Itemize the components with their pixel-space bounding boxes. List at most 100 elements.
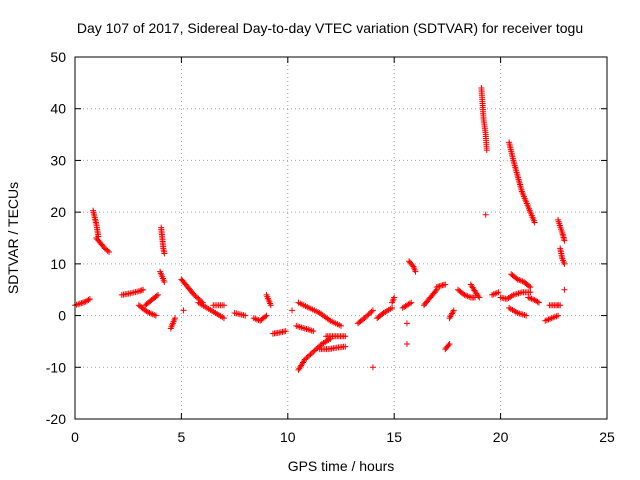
- series-arc-31: [406, 258, 419, 275]
- data-point: [342, 343, 349, 350]
- data-point: [442, 281, 449, 288]
- x-tick-label: 25: [599, 429, 615, 445]
- data-point: [307, 351, 314, 358]
- data-point: [534, 298, 541, 305]
- data-point: [154, 291, 161, 298]
- data-point: [308, 350, 315, 357]
- series-arc-46: [542, 312, 562, 324]
- data-point: [191, 291, 198, 298]
- grid-lines: [75, 57, 607, 419]
- data-point: [242, 312, 249, 319]
- series-arc-34: [442, 341, 453, 353]
- data-point: [138, 287, 145, 294]
- x-tick-label: 10: [280, 429, 296, 445]
- data-point: [369, 307, 376, 314]
- series-arc-11: [180, 307, 187, 314]
- data-point: [561, 286, 568, 293]
- data-point: [445, 342, 452, 349]
- series-arc-41: [497, 289, 534, 303]
- series-arc-25: [369, 364, 376, 371]
- data-point: [303, 355, 310, 362]
- data-point: [403, 320, 410, 327]
- data-point: [527, 289, 534, 296]
- data-point: [282, 328, 289, 335]
- data-point: [220, 302, 227, 309]
- y-tick-label: -10: [46, 359, 66, 375]
- data-point: [527, 284, 534, 291]
- series-arc-07: [158, 224, 168, 257]
- y-tick-label: 10: [50, 256, 66, 272]
- data-point: [492, 290, 499, 297]
- series-arc-48: [555, 216, 568, 244]
- data-point: [76, 300, 83, 307]
- data-point: [161, 278, 168, 285]
- data-point: [289, 307, 296, 314]
- series-arc-21: [295, 335, 334, 373]
- data-point: [310, 328, 317, 335]
- y-axis-ticks: -20 -10 0 10 20 30 40 50: [46, 49, 607, 427]
- data-point: [409, 262, 416, 269]
- data-point: [85, 296, 92, 303]
- data-point: [367, 309, 374, 316]
- data-point: [523, 312, 530, 319]
- series-arc-18: [289, 307, 296, 314]
- series-arc-15: [250, 312, 270, 324]
- series-arc-03: [93, 235, 113, 255]
- series-arc-08: [157, 268, 168, 285]
- data-point: [561, 237, 568, 244]
- data-point: [555, 312, 562, 319]
- data-point: [342, 333, 349, 340]
- data-point: [311, 347, 318, 354]
- series-arc-23: [316, 343, 349, 353]
- data-point: [81, 299, 88, 306]
- plot-frame: [74, 56, 608, 420]
- x-axis-ticks: 0 5 10 15 20 25: [71, 57, 615, 445]
- series-arc-26: [374, 304, 396, 322]
- x-tick-label: 15: [386, 429, 402, 445]
- series-arc-22: [323, 333, 349, 340]
- data-point: [310, 348, 317, 355]
- data-point: [75, 301, 82, 308]
- data-point: [137, 287, 144, 294]
- series-arc-06: [142, 291, 161, 309]
- data-point: [535, 299, 542, 306]
- series-arc-12: [195, 299, 227, 322]
- data-point: [194, 294, 201, 301]
- data-point: [317, 342, 324, 349]
- x-axis-label: GPS time / hours: [288, 458, 395, 474]
- data-point: [79, 299, 86, 306]
- data-point: [450, 307, 457, 314]
- series-arc-39: [482, 211, 489, 218]
- series-arc-50: [561, 286, 568, 293]
- series-arc-27: [389, 294, 398, 306]
- data-point: [435, 283, 442, 290]
- series-arc-42: [506, 304, 530, 319]
- data-point: [145, 309, 152, 316]
- data-point: [153, 292, 160, 299]
- data-point: [389, 304, 396, 311]
- data-point: [262, 313, 269, 320]
- data-point: [391, 294, 398, 301]
- data-point: [338, 322, 344, 329]
- data-point: [192, 293, 199, 300]
- x-tick-label: 20: [493, 429, 509, 445]
- series-arc-30: [403, 341, 410, 348]
- data-point: [482, 211, 489, 218]
- series-arc-37: [467, 281, 483, 301]
- data-point: [526, 283, 533, 290]
- series-arc-45: [525, 294, 542, 306]
- data-point: [180, 307, 187, 314]
- data-point: [406, 300, 413, 307]
- data-point: [495, 289, 502, 296]
- series-arc-47: [546, 302, 564, 309]
- data-point: [483, 147, 490, 154]
- y-tick-label: 30: [50, 152, 66, 168]
- y-axis-label: SDTVAR / TECUs: [5, 182, 21, 294]
- series-arc-43: [506, 139, 538, 226]
- data-point: [152, 312, 159, 319]
- series-arc-36: [455, 286, 479, 301]
- data-point: [408, 299, 415, 306]
- data-point: [304, 353, 311, 360]
- series-arc-05: [135, 302, 159, 319]
